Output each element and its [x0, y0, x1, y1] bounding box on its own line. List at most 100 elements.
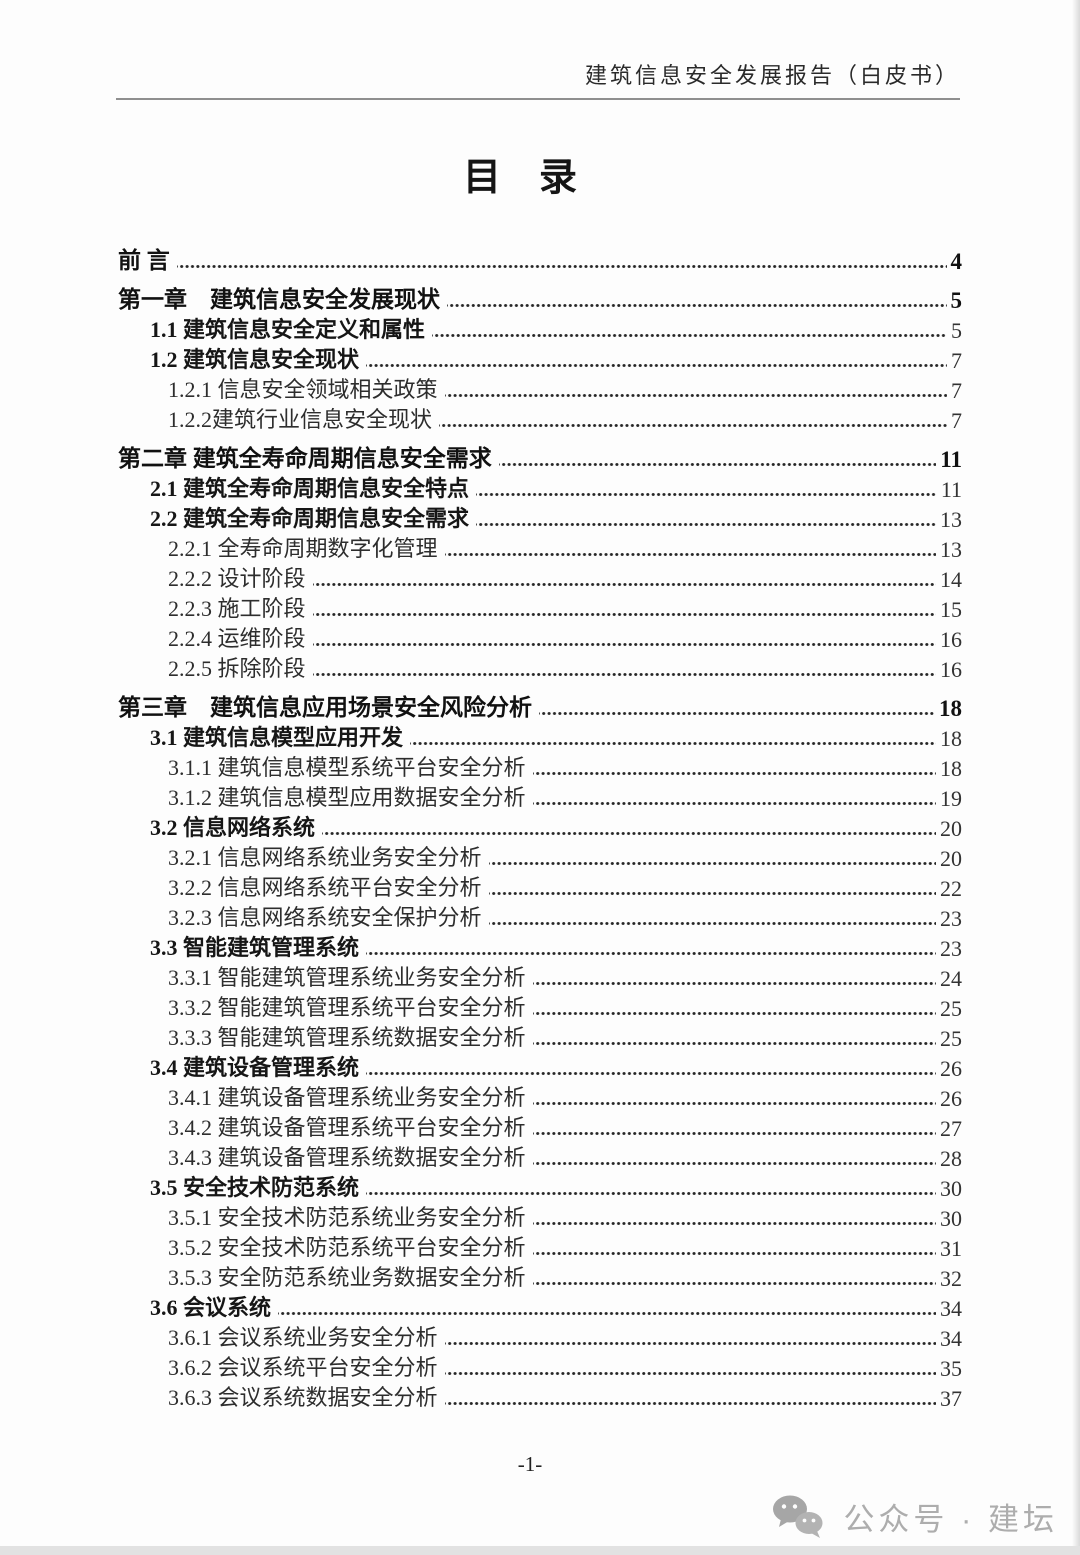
dotted-leader — [366, 1058, 936, 1082]
toc-entry-label: 1.2.1 信息安全领域相关政策 — [168, 377, 438, 402]
toc-entry-page: 34 — [940, 1296, 962, 1321]
toc-entry-page: 30 — [940, 1176, 962, 1201]
dotted-leader — [476, 509, 936, 533]
toc-entry: 3.2.1 信息网络系统业务安全分析 20 — [118, 842, 962, 872]
toc-entry: 2.1 建筑全寿命周期信息安全特点 11 — [118, 473, 962, 503]
toc-entry-label: 2.2.5 拆除阶段 — [168, 656, 306, 681]
dotted-leader — [539, 698, 935, 722]
toc-entry-page: 35 — [940, 1356, 962, 1381]
toc-entry-page: 20 — [940, 846, 962, 871]
toc-entry-label: 3.2.2 信息网络系统平台安全分析 — [168, 875, 482, 900]
toc-entry: 3.2 信息网络系统 20 — [118, 812, 962, 842]
toc-entry: 3.4 建筑设备管理系统 26 — [118, 1052, 962, 1082]
toc-entry-page: 18 — [939, 696, 962, 721]
dotted-leader — [532, 1028, 936, 1052]
toc-entry-label: 2.2.1 全寿命周期数字化管理 — [168, 536, 438, 561]
dotted-leader — [476, 479, 937, 503]
toc-entry: 3.3 智能建筑管理系统 23 — [118, 932, 962, 962]
toc-entry: 2.2.2 设计阶段 14 — [118, 563, 962, 593]
toc-entry-label: 3.1.2 建筑信息模型应用数据安全分析 — [168, 785, 526, 810]
toc-entry: 3.5.1 安全技术防范系统业务安全分析 30 — [118, 1202, 962, 1232]
toc-entry: 3.4.3 建筑设备管理系统数据安全分析 28 — [118, 1142, 962, 1172]
toc-entry-label: 第二章 建筑全寿命周期信息安全需求 — [118, 446, 492, 471]
toc-entry: 2.2.5 拆除阶段 16 — [118, 653, 962, 683]
toc-entry: 3.1.2 建筑信息模型应用数据安全分析 19 — [118, 782, 962, 812]
toc-entry-page: 31 — [940, 1236, 962, 1261]
toc-entry: 2.2.3 施工阶段 15 — [118, 593, 962, 623]
dotted-leader — [532, 1118, 936, 1142]
toc-entry: 3.4.2 建筑设备管理系统平台安全分析 27 — [118, 1112, 962, 1142]
toc-entry-page: 16 — [940, 627, 962, 652]
toc-entry-label: 3.1 建筑信息模型应用开发 — [150, 725, 404, 750]
toc-entry: 3.2.3 信息网络系统安全保护分析 23 — [118, 902, 962, 932]
dotted-leader — [488, 848, 936, 872]
toc-entry-page: 27 — [940, 1116, 962, 1141]
toc-entry-page: 28 — [940, 1146, 962, 1171]
toc-entry-page: 26 — [940, 1056, 962, 1081]
dotted-leader — [366, 350, 947, 374]
dotted-leader — [444, 1388, 936, 1412]
toc-entry: 1.1 建筑信息安全定义和属性 5 — [118, 314, 962, 344]
dotted-leader — [278, 1298, 936, 1322]
toc-entry-page: 25 — [940, 996, 962, 1021]
toc-entry-label: 3.4.3 建筑设备管理系统数据安全分析 — [168, 1145, 526, 1170]
toc-entry-page: 19 — [940, 786, 962, 811]
toc-entry-page: 7 — [951, 348, 962, 373]
toc-entry-label: 第三章 建筑信息应用场景安全风险分析 — [118, 695, 532, 720]
toc-entry: 第三章 建筑信息应用场景安全风险分析 18 — [118, 692, 962, 722]
dotted-leader — [312, 659, 936, 683]
toc-entry: 2.2.4 运维阶段 16 — [118, 623, 962, 653]
dotted-leader — [447, 290, 947, 314]
toc-entry-page: 14 — [940, 567, 962, 592]
toc-entry-page: 7 — [951, 378, 962, 403]
dotted-leader — [312, 629, 936, 653]
toc-entry-page: 13 — [940, 507, 962, 532]
toc-entry: 3.6 会议系统 34 — [118, 1292, 962, 1322]
toc-entry: 3.2.2 信息网络系统平台安全分析 22 — [118, 872, 962, 902]
toc-entry-page: 23 — [940, 906, 962, 931]
toc-entry: 3.6.1 会议系统业务安全分析 34 — [118, 1322, 962, 1352]
toc-entry: 3.1.1 建筑信息模型系统平台安全分析 18 — [118, 752, 962, 782]
toc-entry: 第一章 建筑信息安全发展现状 5 — [118, 284, 962, 314]
toc-entry-page: 4 — [950, 249, 963, 274]
toc-entry-label: 3.4.1 建筑设备管理系统业务安全分析 — [168, 1085, 526, 1110]
toc-entry-label: 1.2 建筑信息安全现状 — [150, 347, 360, 372]
toc-entry: 3.3.1 智能建筑管理系统业务安全分析 24 — [118, 962, 962, 992]
toc-entry-label: 2.2.2 设计阶段 — [168, 566, 306, 591]
dotted-leader — [532, 968, 936, 992]
dotted-leader — [366, 1178, 936, 1202]
dotted-leader — [532, 1268, 936, 1292]
dotted-leader — [439, 410, 947, 434]
toc-entry: 3.6.2 会议系统平台安全分析 35 — [118, 1352, 962, 1382]
toc-entry-page: 11 — [940, 477, 962, 502]
toc-entry-page: 37 — [940, 1386, 962, 1411]
wechat-icon — [773, 1495, 823, 1538]
toc-entry: 3.3.3 智能建筑管理系统数据安全分析 25 — [118, 1022, 962, 1052]
toc-entry-page: 18 — [940, 756, 962, 781]
dotted-leader — [532, 1148, 936, 1172]
toc-entry-label: 2.2 建筑全寿命周期信息安全需求 — [150, 506, 470, 531]
toc-entry: 1.2.2建筑行业信息安全现状 7 — [118, 404, 962, 434]
toc-entry-label: 3.6.2 会议系统平台安全分析 — [168, 1355, 438, 1380]
dotted-leader — [532, 788, 936, 812]
toc-entry-page: 13 — [940, 537, 962, 562]
toc-entry: 1.2.1 信息安全领域相关政策 7 — [118, 374, 962, 404]
toc-entry-label: 3.2 信息网络系统 — [150, 815, 316, 840]
page-number-footer: -1- — [517, 1452, 543, 1476]
toc-entry: 第二章 建筑全寿命周期信息安全需求 11 — [118, 443, 962, 473]
toc-entry: 3.4.1 建筑设备管理系统业务安全分析 26 — [118, 1082, 962, 1112]
toc-entry-label: 3.4.2 建筑设备管理系统平台安全分析 — [168, 1115, 526, 1140]
toc-entry-label: 3.2.3 信息网络系统安全保护分析 — [168, 905, 482, 930]
header-divider-line — [116, 98, 960, 100]
toc-entry-page: 16 — [940, 657, 962, 682]
toc-entry: 2.2.1 全寿命周期数字化管理 13 — [118, 533, 962, 563]
dotted-leader — [532, 1088, 936, 1112]
dotted-leader — [444, 1328, 936, 1352]
watermark-text: 公众号 · 建坛 — [843, 1501, 1058, 1537]
dotted-leader — [176, 251, 947, 275]
toc-entry-page: 34 — [940, 1326, 962, 1351]
toc-entry-page: 26 — [940, 1086, 962, 1111]
toc-entry-label: 3.6.1 会议系统业务安全分析 — [168, 1325, 438, 1350]
toc-entry-page: 20 — [940, 816, 962, 841]
toc-entry-page: 7 — [951, 408, 962, 433]
